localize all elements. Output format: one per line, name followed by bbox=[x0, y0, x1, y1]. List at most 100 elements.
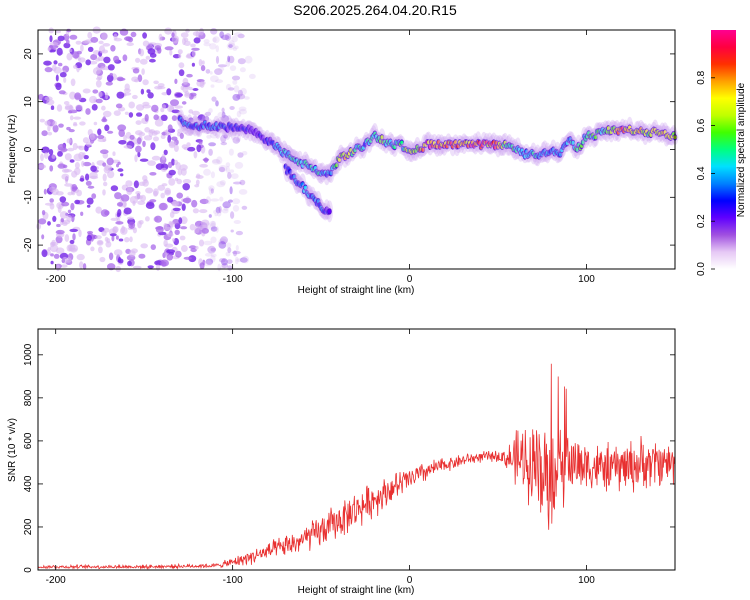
noise-blob bbox=[139, 48, 145, 57]
noise-blob bbox=[217, 111, 225, 119]
noise-blob bbox=[142, 32, 148, 39]
noise-blob bbox=[153, 80, 159, 85]
y-tick-label: 800 bbox=[23, 389, 34, 406]
noise-blob bbox=[38, 93, 44, 101]
noise-blob bbox=[209, 43, 217, 50]
noise-blob bbox=[232, 250, 241, 255]
ridge-core bbox=[558, 152, 562, 157]
noise-blob bbox=[63, 101, 70, 105]
noise-blob bbox=[99, 256, 106, 263]
y-tick-label: -20 bbox=[23, 237, 34, 252]
noise-blob bbox=[168, 178, 176, 186]
noise-blob bbox=[69, 228, 78, 233]
noise-blob bbox=[74, 162, 80, 169]
noise-blob bbox=[120, 173, 124, 177]
noise-blob bbox=[177, 49, 183, 55]
noise-blob bbox=[215, 100, 219, 107]
noise-blob bbox=[171, 115, 178, 121]
x-tick-label: -100 bbox=[223, 274, 243, 285]
noise-blob bbox=[69, 159, 75, 163]
noise-blob bbox=[228, 40, 235, 48]
noise-blob bbox=[145, 55, 151, 60]
noise-blob bbox=[53, 253, 60, 259]
noise-blob bbox=[231, 35, 238, 43]
noise-blob bbox=[175, 93, 183, 97]
noise-blob bbox=[158, 33, 163, 42]
noise-blob bbox=[130, 31, 137, 38]
noise-blob bbox=[92, 89, 99, 94]
noise-blob bbox=[98, 40, 104, 45]
noise-blob bbox=[91, 193, 97, 199]
noise-blob bbox=[55, 74, 59, 82]
noise-blob bbox=[63, 77, 67, 83]
noise-blob bbox=[113, 33, 118, 40]
noise-blob bbox=[59, 72, 67, 78]
noise-blob bbox=[139, 158, 149, 162]
noise-blob bbox=[66, 52, 73, 61]
noise-blob bbox=[147, 42, 157, 46]
noise-blob bbox=[228, 199, 233, 203]
noise-blob bbox=[64, 104, 74, 110]
noise-blob bbox=[164, 243, 174, 248]
noise-blob bbox=[59, 211, 68, 219]
noise-blob bbox=[71, 214, 75, 223]
noise-blob bbox=[185, 28, 190, 33]
noise-blob bbox=[113, 110, 121, 116]
noise-blob bbox=[210, 226, 218, 232]
noise-blob bbox=[85, 59, 91, 66]
noise-blob bbox=[219, 31, 225, 39]
noise-blob bbox=[232, 198, 241, 205]
ridge-core bbox=[329, 171, 333, 176]
noise-blob bbox=[101, 105, 106, 111]
noise-blob bbox=[115, 221, 124, 225]
noise-blob bbox=[232, 205, 240, 212]
figure-title: S206.2025.264.04.20.R15 bbox=[293, 2, 457, 18]
noise-blob bbox=[175, 250, 182, 258]
noise-blob bbox=[198, 59, 203, 67]
noise-blob bbox=[212, 37, 217, 43]
noise-blob bbox=[113, 249, 123, 256]
noise-blob bbox=[71, 170, 78, 178]
noise-blob bbox=[41, 234, 45, 240]
ridge-core bbox=[581, 140, 585, 145]
noise-blob bbox=[107, 64, 115, 71]
noise-blob bbox=[49, 35, 53, 43]
x-tick-label: -200 bbox=[46, 274, 66, 285]
noise-blob bbox=[133, 180, 139, 189]
noise-blob bbox=[124, 237, 130, 243]
noise-blob bbox=[70, 78, 76, 87]
noise-blob bbox=[172, 238, 176, 242]
noise-blob bbox=[241, 255, 250, 264]
signal-ridge bbox=[176, 109, 679, 223]
noise-blob bbox=[67, 147, 75, 152]
noise-blob bbox=[95, 98, 103, 104]
noise-blob bbox=[192, 116, 199, 121]
noise-blob bbox=[102, 189, 106, 196]
noise-blob bbox=[147, 160, 157, 166]
noise-blob bbox=[201, 228, 209, 234]
noise-blob bbox=[116, 91, 125, 99]
noise-blob bbox=[218, 241, 227, 249]
noise-blob bbox=[189, 223, 196, 231]
noise-blob bbox=[66, 214, 73, 223]
noise-blob bbox=[199, 209, 208, 214]
snr-x-axis: -200 -100 0 100 bbox=[46, 329, 595, 586]
noise-blob bbox=[150, 142, 156, 151]
noise-blob bbox=[154, 119, 164, 127]
noise-blob bbox=[229, 106, 235, 110]
noise-blob bbox=[63, 42, 71, 49]
noise-blob bbox=[109, 72, 114, 77]
spectrogram-y-label: Frequency (Hz) bbox=[7, 115, 18, 184]
noise-blob bbox=[164, 226, 173, 231]
noise-blob bbox=[68, 48, 73, 53]
noise-blob bbox=[237, 152, 244, 158]
noise-blob bbox=[192, 208, 199, 214]
noise-blob bbox=[180, 226, 188, 230]
noise-blob bbox=[105, 241, 112, 248]
noise-blob bbox=[157, 184, 166, 191]
y-tick-label: 20 bbox=[23, 48, 34, 60]
noise-blob bbox=[136, 137, 142, 145]
noise-blob bbox=[229, 186, 233, 195]
noise-blob bbox=[143, 179, 148, 184]
